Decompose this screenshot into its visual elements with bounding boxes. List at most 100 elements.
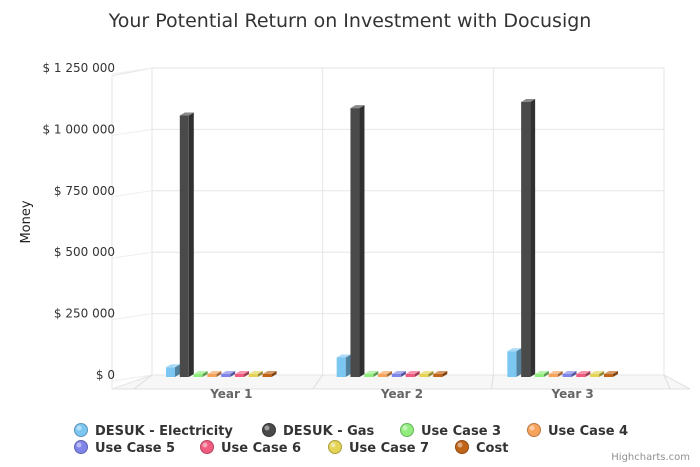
bars: [166, 99, 618, 378]
x-tick-label: Year 1: [209, 387, 252, 401]
bar-side: [257, 371, 263, 377]
legend-marker-highlight: [529, 425, 535, 431]
bar[interactable]: [364, 371, 379, 377]
bar-side: [387, 371, 393, 377]
bar[interactable]: [548, 371, 563, 377]
bar-side: [612, 371, 618, 377]
bar[interactable]: [336, 354, 351, 377]
legend-marker: [74, 423, 88, 437]
y-tick-label: $ 1 000 000: [42, 122, 115, 136]
legend-marker: [200, 440, 214, 454]
bar-top: [507, 348, 522, 352]
bar-front: [507, 351, 517, 377]
bar[interactable]: [179, 112, 194, 378]
bar-front: [364, 374, 374, 377]
bar[interactable]: [590, 371, 605, 377]
gridline-y-side: [111, 374, 153, 382]
bar[interactable]: [391, 371, 406, 377]
bar-top: [193, 371, 208, 374]
floor-divider: [133, 374, 153, 390]
gridline-y-side: [111, 128, 153, 136]
legend-label: Use Case 7: [349, 441, 429, 456]
bar-top: [364, 371, 379, 374]
legend-item[interactable]: Use Case 7: [328, 440, 430, 457]
legend-label: Cost: [476, 441, 508, 456]
grid: [111, 67, 691, 390]
bar[interactable]: [603, 371, 618, 377]
bar-front: [391, 374, 401, 377]
legend-marker: [328, 440, 342, 454]
bar-front: [235, 374, 244, 377]
bar-top: [534, 371, 549, 374]
x-tick-label: Year 3: [551, 387, 594, 401]
legend-item[interactable]: Use Case 6: [200, 440, 302, 457]
gridline-y-side: [111, 190, 153, 198]
bar-side: [571, 371, 577, 377]
bar-side: [428, 371, 434, 377]
bar-top: [603, 371, 618, 374]
bar-side: [400, 371, 406, 377]
bar-side: [530, 99, 536, 378]
bar[interactable]: [419, 371, 434, 377]
legend-label: Use Case 4: [548, 424, 628, 439]
bar-front: [378, 374, 388, 377]
legend-label: DESUK - Electricity: [95, 424, 233, 439]
legend-item[interactable]: Use Case 4: [527, 423, 629, 440]
bar-front: [433, 374, 443, 377]
bar-front: [603, 374, 613, 377]
bar[interactable]: [262, 371, 277, 377]
legend-item[interactable]: DESUK - Electricity: [74, 423, 234, 440]
bar[interactable]: [507, 348, 522, 377]
bar-front: [590, 374, 600, 377]
bar-top: [576, 371, 591, 374]
bar-top: [378, 371, 393, 374]
legend-item[interactable]: Use Case 5: [74, 440, 176, 457]
bar[interactable]: [576, 371, 591, 377]
bar[interactable]: [248, 371, 263, 377]
bar-top: [336, 354, 351, 358]
bar[interactable]: [235, 371, 249, 377]
bar[interactable]: [378, 371, 393, 377]
credits-link[interactable]: Highcharts.com: [611, 452, 690, 463]
bar-front: [562, 374, 572, 377]
legend-item[interactable]: Use Case 3: [400, 423, 502, 440]
y-tick-label: $ 750 000: [54, 184, 115, 198]
bar-front: [521, 102, 531, 378]
chart-side-wall: [111, 67, 153, 390]
bar[interactable]: [193, 371, 208, 377]
bar-top: [350, 105, 365, 109]
floor-divider: [490, 374, 494, 390]
legend-item[interactable]: DESUK - Gas: [262, 423, 375, 440]
bar-front: [419, 374, 429, 377]
bar-top: [166, 364, 180, 368]
bar-top: [590, 371, 605, 374]
bar[interactable]: [562, 371, 577, 377]
bar-front: [248, 374, 258, 377]
bar[interactable]: [350, 105, 365, 377]
gridline-y-side: [111, 313, 153, 321]
legend-item[interactable]: Cost: [455, 440, 509, 457]
legend-marker-highlight: [76, 425, 82, 431]
bar-side: [188, 112, 194, 378]
x-tick-label: Year 2: [380, 387, 423, 401]
legend-marker: [400, 423, 414, 437]
bar-front: [207, 374, 217, 377]
bar-front: [179, 115, 189, 378]
bar-top: [419, 371, 434, 374]
bar[interactable]: [405, 371, 420, 377]
bar-front: [336, 357, 346, 377]
legend-label: DESUK - Gas: [283, 424, 375, 439]
bar-top: [207, 371, 222, 374]
bar-top: [433, 371, 448, 374]
legend: DESUK - Electricity DESUK - Gas Use Case 3…: [74, 423, 629, 457]
bar[interactable]: [221, 371, 236, 377]
bar[interactable]: [207, 371, 222, 377]
legend-label: Use Case 3: [421, 424, 501, 439]
bar-side: [543, 371, 549, 377]
bar[interactable]: [521, 99, 536, 378]
legend-label: Use Case 6: [221, 441, 301, 456]
bar[interactable]: [166, 364, 180, 377]
bar[interactable]: [433, 371, 448, 377]
bar[interactable]: [534, 371, 549, 377]
